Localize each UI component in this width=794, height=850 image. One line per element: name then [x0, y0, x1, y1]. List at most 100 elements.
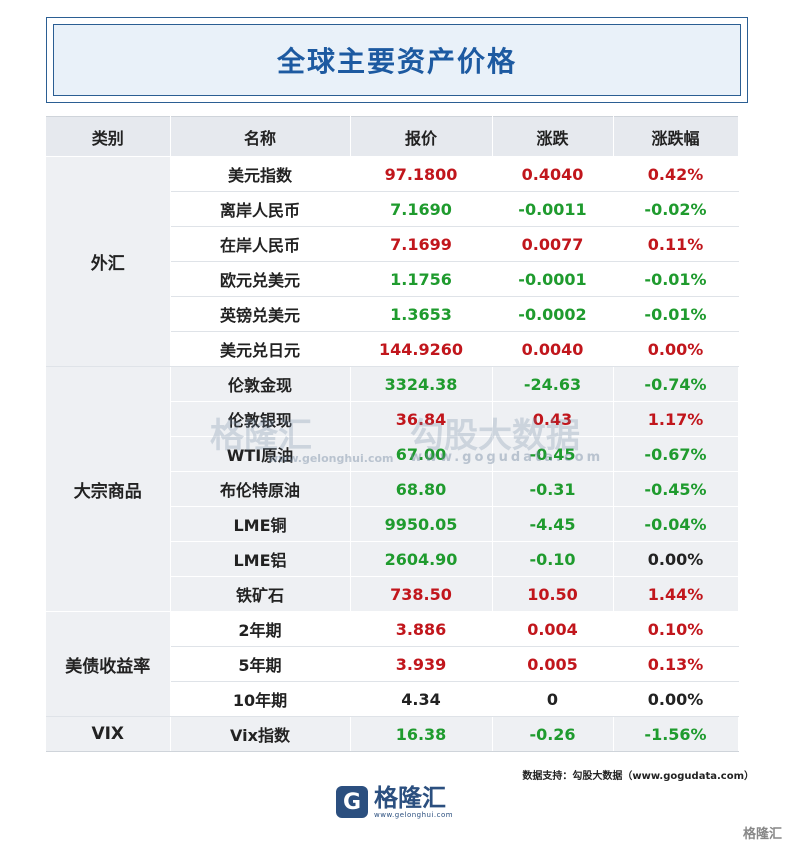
header-change: 涨跌	[492, 116, 614, 157]
title-banner: 全球主要资产价格	[53, 24, 741, 96]
logo-name: 格隆汇	[374, 784, 446, 812]
price-cell: 4.34	[350, 681, 493, 717]
table-row: 铁矿石 738.50 10.50 1.44%	[46, 576, 739, 612]
price-cell: 7.1699	[350, 226, 493, 262]
table-row: 欧元兑美元 1.1756 -0.0001 -0.01%	[46, 261, 739, 297]
category-cell: 美债收益率	[46, 611, 171, 717]
change-cell: -0.0002	[492, 296, 614, 332]
table-row: VIX Vix指数 16.38 -0.26 -1.56%	[46, 716, 739, 752]
category-cell: 外汇	[46, 156, 171, 367]
logo-url: www.gelonghui.com	[374, 811, 454, 819]
price-cell: 1.1756	[350, 261, 493, 297]
asset-name: 伦敦金现	[170, 366, 351, 402]
header-name: 名称	[170, 116, 351, 157]
logo-texts: 格隆汇 www.gelonghui.com	[374, 785, 453, 819]
change-pct-cell: -0.04%	[613, 506, 739, 542]
change-pct-cell: -0.67%	[613, 436, 739, 472]
asset-name: 英镑兑美元	[170, 296, 351, 332]
price-cell: 144.9260	[350, 331, 493, 367]
change-cell: -0.26	[492, 716, 614, 752]
change-pct-cell: 1.44%	[613, 576, 739, 612]
change-cell: 10.50	[492, 576, 614, 612]
table-row: 大宗商品 伦敦金现 3324.38 -24.63 -0.74%	[46, 366, 739, 612]
asset-price-table: 类别 名称 报价 涨跌 涨跌幅 外汇 美元指数 97.1800 0.4040 0.42%…	[46, 116, 739, 752]
change-pct-cell: 0.00%	[613, 541, 739, 577]
table-row: 5年期 3.939 0.005 0.13%	[46, 646, 739, 682]
asset-name: LME铜	[170, 506, 351, 542]
price-cell: 3.939	[350, 646, 493, 682]
price-cell: 3.886	[350, 611, 493, 647]
price-cell: 97.1800	[350, 156, 493, 192]
change-pct-cell: -0.74%	[613, 366, 739, 402]
asset-name: Vix指数	[170, 716, 351, 752]
price-cell: 67.00	[350, 436, 493, 472]
page-title: 全球主要资产价格	[276, 45, 517, 78]
asset-name: 美元兑日元	[170, 331, 351, 367]
change-cell: -0.0011	[492, 191, 614, 227]
price-cell: 1.3653	[350, 296, 493, 332]
asset-name: 布伦特原油	[170, 471, 351, 507]
header-price: 报价	[350, 116, 493, 157]
brand-logo: G 格隆汇 www.gelonghui.com	[336, 785, 453, 819]
change-cell: 0.004	[492, 611, 614, 647]
asset-name: 伦敦银现	[170, 401, 351, 437]
asset-name: 5年期	[170, 646, 351, 682]
change-pct-cell: -0.45%	[613, 471, 739, 507]
header-change-pct: 涨跌幅	[613, 116, 739, 157]
change-cell: -24.63	[492, 366, 614, 402]
change-pct-cell: 0.11%	[613, 226, 739, 262]
asset-name: 美元指数	[170, 156, 351, 192]
change-cell: 0.0040	[492, 331, 614, 367]
category-cell: VIX	[46, 716, 171, 752]
change-pct-cell: -1.56%	[613, 716, 739, 752]
price-cell: 738.50	[350, 576, 493, 612]
price-cell: 16.38	[350, 716, 493, 752]
change-pct-cell: 0.00%	[613, 681, 739, 717]
change-pct-cell: 0.42%	[613, 156, 739, 192]
change-pct-cell: 1.17%	[613, 401, 739, 437]
price-cell: 68.80	[350, 471, 493, 507]
asset-name: 离岸人民币	[170, 191, 351, 227]
asset-name: LME铝	[170, 541, 351, 577]
table-row: 在岸人民币 7.1699 0.0077 0.11%	[46, 226, 739, 262]
table-row: LME铜 9950.05 -4.45 -0.04%	[46, 506, 739, 542]
asset-name: 欧元兑美元	[170, 261, 351, 297]
change-cell: 0.005	[492, 646, 614, 682]
change-cell: 0.43	[492, 401, 614, 437]
table-row: 伦敦银现 36.84 0.43 1.17%	[46, 401, 739, 437]
table-row: LME铝 2604.90 -0.10 0.00%	[46, 541, 739, 577]
table-row: 布伦特原油 68.80 -0.31 -0.45%	[46, 471, 739, 507]
change-pct-cell: -0.02%	[613, 191, 739, 227]
change-pct-cell: 0.13%	[613, 646, 739, 682]
change-pct-cell: 0.00%	[613, 331, 739, 367]
table-row: 美债收益率 2年期 3.886 0.004 0.10%	[46, 611, 739, 717]
price-cell: 3324.38	[350, 366, 493, 402]
category-cell: 大宗商品	[46, 366, 171, 612]
change-cell: 0.4040	[492, 156, 614, 192]
table-header-row: 类别 名称 报价 涨跌 涨跌幅	[46, 116, 739, 157]
title-frame: 全球主要资产价格	[46, 17, 748, 103]
corner-watermark: 格隆汇	[742, 827, 782, 842]
change-pct-cell: -0.01%	[613, 296, 739, 332]
change-cell: -0.45	[492, 436, 614, 472]
price-cell: 7.1690	[350, 191, 493, 227]
change-cell: -0.10	[492, 541, 614, 577]
asset-name: 在岸人民币	[170, 226, 351, 262]
change-pct-cell: -0.01%	[613, 261, 739, 297]
table-row: 英镑兑美元 1.3653 -0.0002 -0.01%	[46, 296, 739, 332]
asset-name: 2年期	[170, 611, 351, 647]
change-pct-cell: 0.10%	[613, 611, 739, 647]
price-cell: 2604.90	[350, 541, 493, 577]
header-category: 类别	[46, 116, 171, 157]
table-row: 美元兑日元 144.9260 0.0040 0.00%	[46, 331, 739, 367]
change-cell: -0.31	[492, 471, 614, 507]
change-cell: -0.0001	[492, 261, 614, 297]
table-row: 离岸人民币 7.1690 -0.0011 -0.02%	[46, 191, 739, 227]
change-cell: 0	[492, 681, 614, 717]
table-row: 外汇 美元指数 97.1800 0.4040 0.42%	[46, 156, 739, 367]
asset-name: 铁矿石	[170, 576, 351, 612]
price-cell: 9950.05	[350, 506, 493, 542]
data-source-note: 数据支持：勾股大数据（www.gogudata.com）	[522, 771, 754, 782]
price-cell: 36.84	[350, 401, 493, 437]
table-body: 外汇 美元指数 97.1800 0.4040 0.42% 离岸人民币 7.1690 -0.00…	[46, 156, 739, 752]
